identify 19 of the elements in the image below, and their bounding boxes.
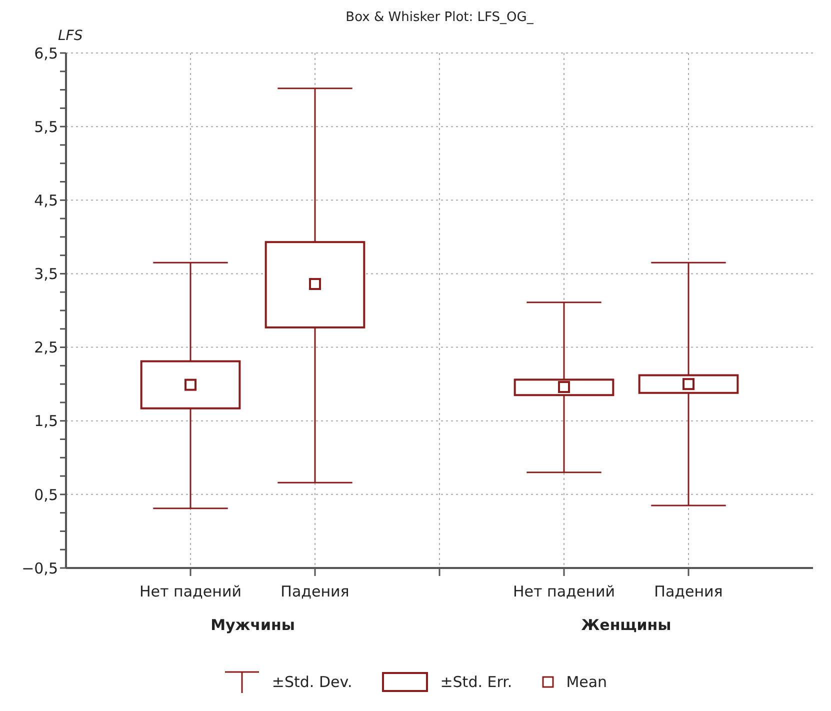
text: ±Std. Err. bbox=[440, 673, 512, 691]
y-tick-label: 6,5 bbox=[34, 44, 58, 62]
x-tick-label: Падения bbox=[654, 582, 723, 601]
x-tick-label: Падения bbox=[280, 582, 350, 601]
chart-title: Box & Whisker Plot: LFS_OG_ bbox=[344, 10, 534, 25]
y-tick-label: 2,5 bbox=[34, 338, 58, 357]
y-tick-label: 4,5 bbox=[34, 191, 58, 210]
y-tick-label: 5,5 bbox=[34, 118, 58, 136]
y-tick-label: 3,5 bbox=[34, 265, 58, 284]
text: Мужчины bbox=[210, 616, 296, 634]
text: Mean bbox=[566, 673, 608, 691]
x-tick-label: Нет падений bbox=[140, 582, 242, 601]
y-tick-label: 1,5 bbox=[34, 412, 58, 430]
y-axis-title: LFS bbox=[58, 28, 83, 44]
y-tick-label: 0,5 bbox=[34, 486, 58, 504]
x-tick-label: Нет падений bbox=[513, 582, 615, 601]
text: Женщины bbox=[580, 616, 672, 634]
y-tick-label: −0,5 bbox=[22, 559, 58, 578]
text: ±Std. Dev. bbox=[272, 673, 352, 691]
